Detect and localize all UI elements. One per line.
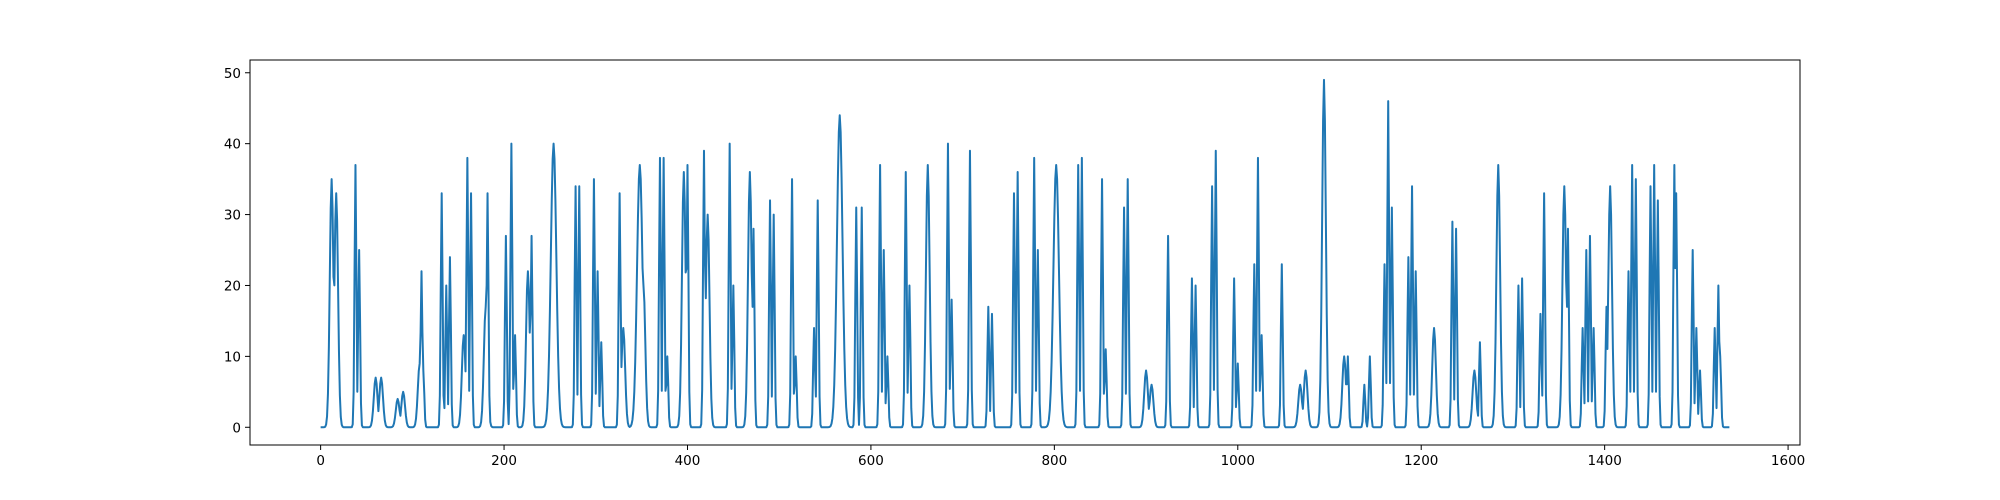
y-tick-label: 50 (224, 66, 241, 82)
y-axis: 0 10 20 30 40 50 (224, 66, 250, 436)
x-tick-label: 400 (675, 453, 701, 469)
y-tick-label: 30 (224, 208, 241, 224)
x-tick-label: 0 (316, 453, 325, 469)
x-tick-label: 600 (858, 453, 884, 469)
x-tick-label: 200 (491, 453, 517, 469)
x-tick-label: 1000 (1221, 453, 1255, 469)
x-axis: 0 200 400 600 800 1000 1200 1400 1600 (316, 445, 1805, 469)
x-tick-label: 800 (1041, 453, 1067, 469)
series-layer (320, 78, 1730, 429)
y-tick-label: 10 (224, 349, 241, 365)
x-tick-label: 1200 (1404, 453, 1438, 469)
series-line (320, 78, 1730, 429)
x-tick-label: 1400 (1587, 453, 1621, 469)
y-tick-label: 20 (224, 278, 241, 294)
x-tick-label: 1600 (1771, 453, 1805, 469)
axes-frame (249, 59, 1801, 446)
y-tick-label: 0 (232, 420, 241, 436)
y-tick-label: 40 (224, 137, 241, 153)
